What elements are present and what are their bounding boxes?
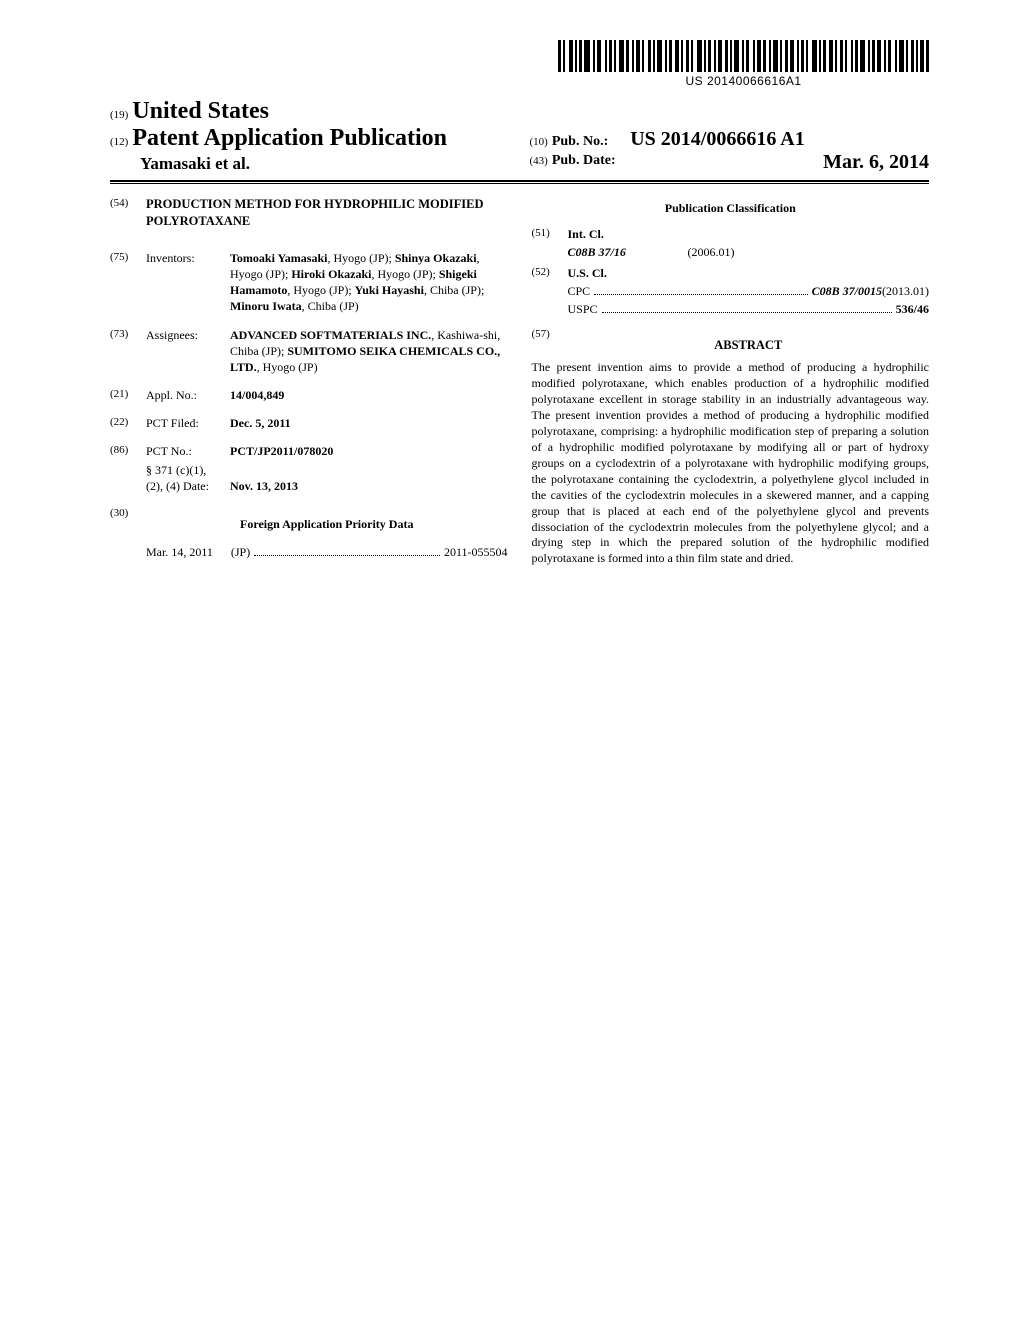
barcode-text: US 20140066616A1 — [558, 74, 929, 88]
header-block: (19) United States (12) Patent Applicati… — [110, 98, 929, 174]
barcode-region: US 20140066616A1 — [110, 40, 929, 90]
left-column: (54) PRODUCTION METHOD FOR HYDROPHILIC M… — [110, 196, 508, 567]
assignees-label: Assignees: — [146, 327, 230, 376]
uspc-value: 536/46 — [896, 301, 929, 317]
cpc-value: C08B 37/0015 — [812, 283, 882, 299]
intcl-label: Int. Cl. — [568, 226, 930, 242]
dotted-leader — [594, 284, 807, 295]
inventor-2: Shinya Okazaki — [395, 251, 477, 265]
pctno-field: (86) PCT No.: PCT/JP2011/078020 — [110, 443, 508, 459]
inventors-list: Tomoaki Yamasaki, Hyogo (JP); Shinya Oka… — [230, 250, 508, 315]
priority-country: (JP) — [231, 544, 250, 560]
intcl-code: C08B 37/16 — [568, 244, 688, 260]
code-pub-date: (43) — [530, 155, 548, 167]
country-name: United States — [132, 98, 269, 124]
barcode: US 20140066616A1 — [558, 40, 929, 88]
pctfiled-value: Dec. 5, 2011 — [230, 415, 508, 431]
priority-field: (30) Foreign Application Priority Data — [110, 506, 508, 540]
code-applno: (21) — [110, 387, 146, 403]
pub-no-label: Pub. No.: — [552, 134, 608, 149]
inventor-6: Minoru Iwata — [230, 299, 302, 313]
priority-date: Mar. 14, 2011 — [146, 544, 213, 560]
intcl-field: (51) Int. Cl. — [532, 226, 930, 242]
code-priority: (30) — [110, 506, 146, 540]
s371-label: § 371 (c)(1), — [146, 462, 508, 478]
cpc-label: CPC — [568, 283, 591, 299]
priority-data-row: Mar. 14, 2011 (JP) 2011-055504 — [110, 544, 508, 560]
publication-type: Patent Application Publication — [132, 125, 447, 151]
pub-no-value: US 2014/0066616 A1 — [630, 128, 804, 150]
code-uscl: (52) — [532, 265, 568, 281]
pub-date-label: Pub. Date: — [552, 153, 616, 168]
assignee-1: ADVANCED SOFTMATERIALS INC. — [230, 328, 431, 342]
inventors-field: (75) Inventors: Tomoaki Yamasaki, Hyogo … — [110, 250, 508, 315]
inventors-label: Inventors: — [146, 250, 230, 315]
code-intcl: (51) — [532, 226, 568, 242]
uscl-field: (52) U.S. Cl. — [532, 265, 930, 281]
pctno-label: PCT No.: — [146, 443, 230, 459]
applno-label: Appl. No.: — [146, 387, 230, 403]
invention-title: PRODUCTION METHOD FOR HYDROPHILIC MODIFI… — [146, 196, 508, 230]
barcode-bars — [558, 40, 929, 72]
right-column: Publication Classification (51) Int. Cl.… — [532, 196, 930, 567]
pctfiled-label: PCT Filed: — [146, 415, 230, 431]
title-field: (54) PRODUCTION METHOD FOR HYDROPHILIC M… — [110, 196, 508, 230]
code-inventors: (75) — [110, 250, 146, 315]
classification-heading: Publication Classification — [532, 200, 930, 216]
s371-date-label: (2), (4) Date: — [146, 478, 230, 494]
uspc-row: USPC 536/46 — [532, 301, 930, 317]
cpc-date: (2013.01) — [882, 283, 929, 299]
intcl-value-row: C08B 37/16 (2006.01) — [532, 244, 930, 260]
uspc-label: USPC — [568, 301, 598, 317]
code-pctno: (86) — [110, 443, 146, 459]
code-pub-no: (10) — [530, 136, 548, 148]
inventor-3: Hiroki Okazaki — [291, 267, 371, 281]
s371-date-value: Nov. 13, 2013 — [230, 478, 508, 494]
assignees-field: (73) Assignees: ADVANCED SOFTMATERIALS I… — [110, 327, 508, 376]
pctno-value: PCT/JP2011/078020 — [230, 443, 508, 459]
dotted-leader — [602, 302, 892, 313]
abstract-heading-row: (57) ABSTRACT — [532, 327, 930, 358]
divider-thin — [110, 183, 929, 184]
s371-date-field: (2), (4) Date: Nov. 13, 2013 — [110, 478, 508, 494]
content-columns: (54) PRODUCTION METHOD FOR HYDROPHILIC M… — [110, 196, 929, 567]
priority-heading: Foreign Application Priority Data — [146, 516, 508, 532]
code-pctfiled: (22) — [110, 415, 146, 431]
code-assignees: (73) — [110, 327, 146, 376]
authors-short: Yamasaki et al. — [110, 154, 510, 174]
s371-field: § 371 (c)(1), — [110, 462, 508, 478]
dotted-leader — [254, 545, 440, 556]
priority-number: 2011-055504 — [444, 544, 508, 560]
code-title: (54) — [110, 196, 146, 230]
divider-thick — [110, 180, 929, 182]
code-country: (19) — [110, 109, 128, 121]
pub-date-value: Mar. 6, 2014 — [823, 151, 929, 174]
inventor-1: Tomoaki Yamasaki — [230, 251, 327, 265]
applno-field: (21) Appl. No.: 14/004,849 — [110, 387, 508, 403]
cpc-row: CPC C08B 37/0015 (2013.01) — [532, 283, 930, 299]
pctfiled-field: (22) PCT Filed: Dec. 5, 2011 — [110, 415, 508, 431]
inventor-5: Yuki Hayashi — [355, 283, 424, 297]
abstract-heading: ABSTRACT — [568, 337, 930, 354]
abstract-text: The present invention aims to provide a … — [532, 360, 930, 567]
assignees-list: ADVANCED SOFTMATERIALS INC., Kashiwa-shi… — [230, 327, 508, 376]
intcl-date: (2006.01) — [688, 244, 735, 260]
code-pub-type: (12) — [110, 136, 128, 148]
applno-value: 14/004,849 — [230, 387, 508, 403]
uscl-label: U.S. Cl. — [568, 265, 930, 281]
code-abstract: (57) — [532, 327, 568, 358]
